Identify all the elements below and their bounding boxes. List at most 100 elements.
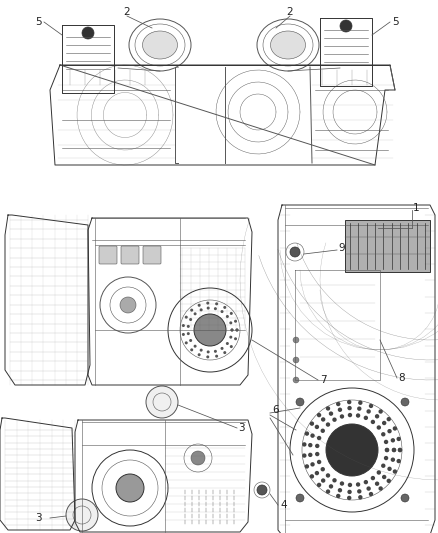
- Circle shape: [317, 483, 321, 487]
- Circle shape: [315, 444, 319, 448]
- Circle shape: [381, 464, 385, 468]
- Circle shape: [326, 489, 330, 494]
- Circle shape: [226, 342, 229, 345]
- Circle shape: [82, 27, 94, 39]
- Circle shape: [338, 408, 342, 412]
- Circle shape: [194, 312, 197, 316]
- Circle shape: [230, 328, 233, 332]
- Circle shape: [185, 341, 188, 344]
- Circle shape: [356, 482, 360, 487]
- Circle shape: [336, 494, 340, 498]
- Circle shape: [191, 451, 205, 465]
- Circle shape: [326, 422, 330, 427]
- Text: 2: 2: [287, 7, 293, 17]
- Circle shape: [326, 473, 330, 478]
- Circle shape: [347, 400, 351, 405]
- Circle shape: [367, 487, 371, 491]
- Circle shape: [296, 494, 304, 502]
- Circle shape: [375, 481, 379, 486]
- Circle shape: [315, 452, 319, 456]
- Circle shape: [392, 448, 396, 452]
- FancyBboxPatch shape: [121, 246, 139, 264]
- Circle shape: [215, 354, 218, 358]
- Circle shape: [305, 464, 309, 469]
- Circle shape: [321, 478, 325, 483]
- Circle shape: [198, 353, 201, 356]
- Circle shape: [384, 456, 388, 461]
- Circle shape: [194, 345, 197, 348]
- Circle shape: [387, 479, 391, 483]
- Circle shape: [207, 306, 210, 310]
- Text: 3: 3: [35, 513, 41, 523]
- Circle shape: [364, 416, 368, 420]
- Circle shape: [234, 337, 237, 340]
- Circle shape: [200, 349, 203, 352]
- Circle shape: [393, 426, 397, 431]
- Circle shape: [315, 471, 319, 475]
- Circle shape: [214, 307, 217, 310]
- Circle shape: [332, 478, 337, 482]
- Circle shape: [308, 453, 312, 457]
- Circle shape: [347, 406, 352, 410]
- Circle shape: [391, 457, 395, 462]
- Text: 5: 5: [35, 17, 42, 27]
- Circle shape: [290, 247, 300, 257]
- Circle shape: [326, 424, 378, 476]
- FancyBboxPatch shape: [143, 246, 161, 264]
- Circle shape: [293, 337, 299, 343]
- Circle shape: [358, 495, 363, 499]
- Circle shape: [189, 339, 192, 342]
- Text: 7: 7: [320, 375, 327, 385]
- Circle shape: [378, 486, 383, 491]
- Circle shape: [347, 490, 352, 494]
- Circle shape: [348, 413, 352, 417]
- Circle shape: [293, 357, 299, 363]
- Circle shape: [194, 314, 226, 346]
- Circle shape: [302, 454, 307, 458]
- Circle shape: [308, 443, 312, 447]
- Circle shape: [398, 448, 402, 452]
- Circle shape: [305, 431, 309, 436]
- Circle shape: [223, 351, 226, 354]
- Circle shape: [396, 459, 401, 463]
- Circle shape: [396, 437, 401, 441]
- Circle shape: [234, 320, 237, 323]
- Circle shape: [329, 484, 333, 489]
- Circle shape: [398, 448, 402, 452]
- Circle shape: [340, 481, 344, 486]
- Circle shape: [377, 470, 381, 475]
- Circle shape: [387, 429, 392, 433]
- FancyBboxPatch shape: [99, 246, 117, 264]
- Circle shape: [401, 398, 409, 406]
- Circle shape: [369, 403, 373, 408]
- Circle shape: [340, 20, 352, 32]
- Circle shape: [215, 302, 218, 305]
- Circle shape: [200, 309, 203, 311]
- FancyBboxPatch shape: [345, 220, 430, 272]
- Circle shape: [189, 318, 192, 321]
- Circle shape: [356, 413, 360, 418]
- Circle shape: [311, 433, 315, 438]
- Circle shape: [187, 332, 190, 335]
- Circle shape: [146, 386, 178, 418]
- Text: 1: 1: [413, 203, 420, 213]
- Circle shape: [207, 350, 210, 353]
- Circle shape: [230, 336, 232, 338]
- Circle shape: [329, 411, 333, 416]
- Circle shape: [317, 436, 321, 440]
- Circle shape: [378, 409, 383, 414]
- Circle shape: [293, 377, 299, 383]
- Circle shape: [190, 349, 193, 351]
- Circle shape: [364, 480, 368, 484]
- Text: 5: 5: [392, 17, 399, 27]
- Circle shape: [230, 312, 233, 315]
- Circle shape: [321, 429, 325, 433]
- Circle shape: [236, 328, 239, 332]
- Circle shape: [317, 413, 321, 417]
- Circle shape: [369, 492, 373, 496]
- Circle shape: [385, 448, 389, 452]
- Circle shape: [338, 488, 342, 492]
- Circle shape: [391, 438, 395, 442]
- Circle shape: [382, 475, 386, 479]
- Circle shape: [310, 474, 314, 479]
